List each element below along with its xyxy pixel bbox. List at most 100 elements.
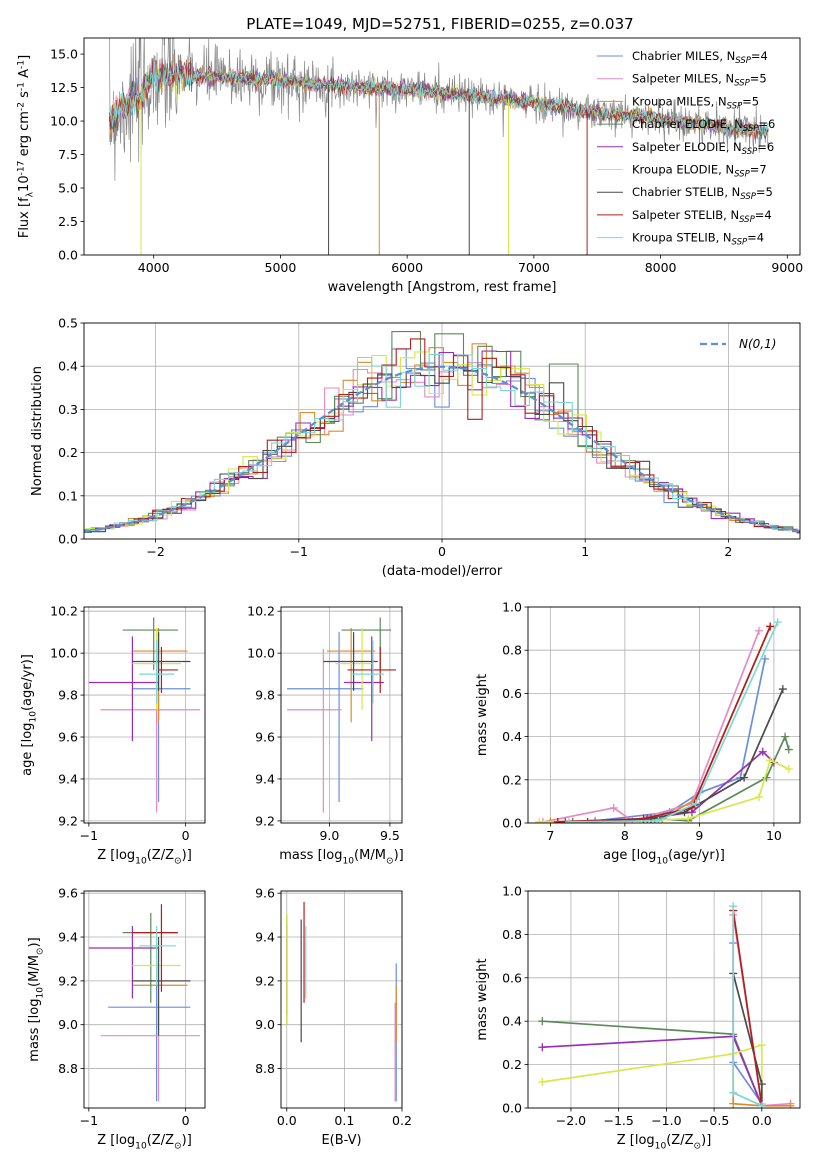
y-axis-label: Flux [fλ10-17 erg cm-2 s-1 A-1] [16,55,35,238]
age_vs_Z-axes: −1 0 9.2 9.4 9.6 9.8 10.0 10.2 [50,604,205,843]
weight-marker [691,799,700,808]
legend-label: Salpeter ELODIE, NSSP=6 [632,140,774,157]
spectrum-legend: Chabrier MILES, NSSP=4 Salpeter MILES, NS… [597,49,775,248]
y-tick-label: 9.4 [58,771,78,786]
y-tick-label: 0.0 [58,532,78,547]
weight-marker [786,1101,795,1108]
x-tick-label: 5000 [265,260,297,275]
y-tick-label: 10.0 [247,646,275,661]
x-axis-label: Z [log10(Z/Z⊙)] [97,1133,192,1152]
x-axis-label: Z [log10(Z/Z⊙)] [617,1133,712,1152]
y-tick-label: 15.0 [50,47,78,62]
x-tick-label: 9000 [771,260,803,275]
weight_vs_Z-frame [527,890,801,1109]
x-tick-label: −2.0 [556,1113,586,1128]
weight-marker [766,756,775,765]
x-tick-label: 2 [724,544,732,559]
y-axis-label: Normed distribution [30,366,45,496]
y-tick-label: 10.0 [50,646,78,661]
x-axis-label: Z [log10(Z/Z⊙)] [97,848,192,867]
residuals-frame [83,322,801,540]
y-tick-label: 0.5 [58,316,78,331]
legend-label: Chabrier ELODIE, NSSP=6 [632,117,775,134]
y-tick-label: 7.5 [58,147,78,162]
x-axis-label: E(B-V) [321,1133,361,1148]
legend-label: Chabrier STELIB, NSSP=5 [632,185,773,202]
x-tick-label: 7000 [518,260,550,275]
mass_vs_Z-frame [83,890,206,1109]
weight-marker [609,803,618,812]
y-tick-label: 2.5 [58,214,78,229]
y-tick-label: 10.2 [247,604,275,619]
y-tick-label: 5.0 [58,181,78,196]
weight-marker [553,817,562,823]
legend-label: Salpeter MILES, NSSP=5 [632,72,767,89]
y-tick-label: 9.2 [255,813,275,828]
x-tick-label: −1 [80,1113,98,1128]
x-tick-label: 0.1 [334,1113,354,1128]
x-tick-label: 0 [182,828,190,843]
weight-marker [654,816,663,823]
age_vs_mass-axes: 9.0 9.5 9.2 9.4 9.6 9.8 10.0 10.2 [247,604,402,843]
weight-marker [729,1088,738,1097]
x-tick-label: 10 [766,828,782,843]
y-axis-label: mass [log10(M/M⊙)] [27,937,46,1061]
y-tick-label: 10.0 [50,114,78,129]
y-axis-label: age [log10(age/yr)] [20,654,39,776]
weight-marker [758,747,767,756]
y-tick-label: 9.0 [58,1017,78,1032]
y-tick-label: 8.8 [255,1061,275,1076]
mass_vs_Z-axes: −1 0 8.8 9.0 9.2 9.4 9.6 [58,886,205,1128]
age_vs_mass-frame [280,606,403,824]
y-tick-label: 0.0 [502,816,522,831]
weight-marker [684,814,693,823]
weight-marker [784,745,793,754]
weight-line [542,1043,763,1104]
x-tick-label: 0.0 [752,1113,772,1128]
weight-marker [757,1101,766,1108]
x-tick-label: −1.5 [603,1113,633,1128]
y-tick-label: 0.8 [502,927,522,942]
age_vs_Z-frame [83,606,206,824]
y-tick-label: 0.4 [502,1014,522,1029]
mass_vs_ebv-frame [280,890,403,1109]
y-tick-label: 12.5 [50,80,78,95]
y-tick-label: 9.4 [58,930,78,945]
weight_vs_age-axes: 7 8 9 10 0.0 0.2 0.4 0.6 0.8 1.0 [502,600,800,843]
y-tick-label: 0.2 [502,772,522,787]
y-tick-label: 9.6 [58,886,78,901]
y-tick-label: 0.0 [58,248,78,263]
normal-reference-curve [84,365,800,533]
age_vs_mass-plot [287,617,396,813]
legend-label: Kroupa ELODIE, NSSP=7 [632,163,767,180]
age_vs_Z-plot [88,617,201,813]
weight-marker [564,817,573,823]
y-tick-label: 1.0 [502,884,522,899]
legend-label: Kroupa MILES, NSSP=5 [632,94,759,111]
y-tick-label: 0.2 [502,1057,522,1072]
y-tick-label: 0.6 [502,686,522,701]
weight-marker [538,1077,547,1086]
y-tick-label: 9.8 [58,688,78,703]
y-tick-label: 9.0 [255,1017,275,1032]
figure-title: PLATE=1049, MJD=52751, FIBERID=0255, z=0… [246,15,633,33]
spectrum-frame [83,37,801,256]
x-tick-label: 9 [695,828,703,843]
spectrum-axes: 4000 5000 6000 7000 8000 9000 0.0 2.5 5.0 7.5 10.0… [50,47,803,275]
x-tick-label: 4000 [138,260,170,275]
x-tick-label: 0 [182,1113,190,1128]
weight-marker [729,1099,738,1108]
y-tick-label: 10.2 [50,604,78,619]
weight-marker [778,685,787,694]
x-tick-label: 9.5 [380,828,400,843]
weight-marker [757,1041,766,1050]
x-tick-label: 8000 [645,260,677,275]
y-tick-label: 0.6 [502,970,522,985]
y-tick-label: 9.2 [58,973,78,988]
x-tick-label: −2 [146,544,164,559]
y-axis-label: mass weight [475,958,490,1040]
weight_vs_Z-plot [538,902,795,1108]
y-tick-label: 9.2 [58,813,78,828]
residual-histogram [85,343,800,532]
weight-marker [740,773,749,782]
